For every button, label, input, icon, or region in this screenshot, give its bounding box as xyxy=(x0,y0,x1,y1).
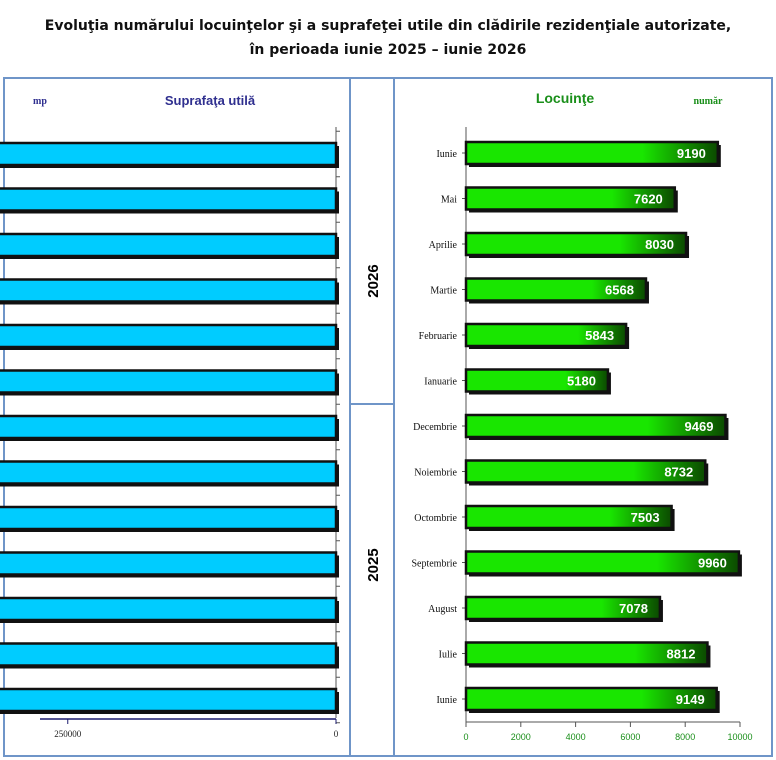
area-tick-label: 250000 xyxy=(54,729,82,739)
area-bar xyxy=(0,551,338,576)
year-label-2026: 2026 xyxy=(365,264,382,297)
dwellings-bar-value-label: 7503 xyxy=(631,510,660,525)
dwellings-bar-value-label: 5180 xyxy=(567,374,596,389)
area-bar xyxy=(0,414,338,440)
area-panel-title: Suprafaţa utilă xyxy=(165,93,256,108)
area-bar xyxy=(0,278,338,303)
dwellings-bar xyxy=(464,641,709,666)
chart-title-line-2: în perioada iunie 2025 – iunie 2026 xyxy=(249,42,527,58)
chart-title: Evoluţia numărului locuinţelor şi a supr… xyxy=(0,14,776,62)
dwellings-category-label: Noiembrie xyxy=(414,468,457,479)
dwellings-bar xyxy=(464,140,720,166)
area-bar xyxy=(0,141,338,167)
dwellings-bar-value-label: 9469 xyxy=(685,419,714,434)
dwellings-category-label: Martie xyxy=(430,286,457,297)
area-bar xyxy=(0,596,338,622)
dwellings-category-label: Iulie xyxy=(439,650,458,661)
dwellings-bar xyxy=(464,322,628,348)
area-bars: 9757568257988540617134506536855323788947… xyxy=(0,141,340,714)
year-box-2026 xyxy=(349,77,395,405)
dwellings-bar xyxy=(464,186,677,211)
dwellings-tick-label: 4000 xyxy=(566,732,586,742)
dwellings-bar-value-label: 9190 xyxy=(677,146,706,161)
dwellings-bar xyxy=(464,550,741,575)
dwellings-bar-value-label: 9960 xyxy=(698,556,727,571)
area-bar xyxy=(0,369,338,394)
dwellings-category-label: Februarie xyxy=(419,331,458,342)
dwellings-panel-title: Locuinţe xyxy=(536,90,595,106)
dwellings-category-label: August xyxy=(428,604,457,615)
dwellings-tick-label: 0 xyxy=(463,732,468,742)
dwellings-category-label: Aprilie xyxy=(429,240,458,251)
dwellings-bar-value-label: 8732 xyxy=(664,465,693,480)
dwellings-category-label: Septembrie xyxy=(411,559,457,570)
area-bar xyxy=(0,323,338,349)
dwellings-bar-value-label: 7620 xyxy=(634,192,663,207)
dwellings-tick-label: 6000 xyxy=(620,732,640,742)
dwellings-bar-value-label: 8030 xyxy=(645,237,674,252)
dwellings-bar xyxy=(464,368,610,393)
dwellings-bar-value-label: 7078 xyxy=(619,601,648,616)
dwellings-tick-label: 8000 xyxy=(675,732,695,742)
dwellings-bars: 9190 7620 8030 6568 5843 5180 9469 8732 7503 9960… xyxy=(464,140,742,713)
dwellings-bar xyxy=(464,413,727,439)
area-bar xyxy=(0,505,338,531)
dwellings-category-label: Iunie xyxy=(436,695,457,706)
area-unit-label: mp xyxy=(33,96,47,107)
dwellings-category-label: Iunie xyxy=(436,149,457,160)
year-label-2025: 2025 xyxy=(365,548,382,581)
dwellings-bar-value-label: 5843 xyxy=(585,328,614,343)
dwellings-category-label: Decembrie xyxy=(413,422,457,433)
area-bar xyxy=(0,460,338,485)
dwellings-category-label: Mai xyxy=(441,195,457,206)
dwellings-category-label: Ianuarie xyxy=(424,377,457,388)
dwellings-bar xyxy=(464,504,673,530)
dwellings-bar xyxy=(464,595,662,621)
dwellings-bar-value-label: 9149 xyxy=(676,692,705,707)
dwellings-bar xyxy=(464,686,718,712)
dwellings-unit-label: număr xyxy=(694,96,723,107)
dwellings-tick-label: 2000 xyxy=(511,732,531,742)
dwellings-panel-border xyxy=(393,77,773,757)
area-tick-label: 0 xyxy=(334,729,339,739)
area-bar xyxy=(0,642,338,667)
dwellings-bar xyxy=(464,459,707,484)
area-bar xyxy=(0,687,338,713)
dwellings-category-label: Octombrie xyxy=(414,513,457,524)
dwellings-bar xyxy=(464,231,688,257)
area-bar xyxy=(0,232,338,258)
dwellings-bar-value-label: 6568 xyxy=(605,283,634,298)
dwellings-tick-label: 10000 xyxy=(727,732,752,742)
area-bar xyxy=(0,187,338,212)
dwellings-bar xyxy=(464,277,648,302)
chart-title-line-1: Evoluţia numărului locuinţelor şi a supr… xyxy=(44,18,732,34)
dwellings-bar-value-label: 8812 xyxy=(667,647,696,662)
